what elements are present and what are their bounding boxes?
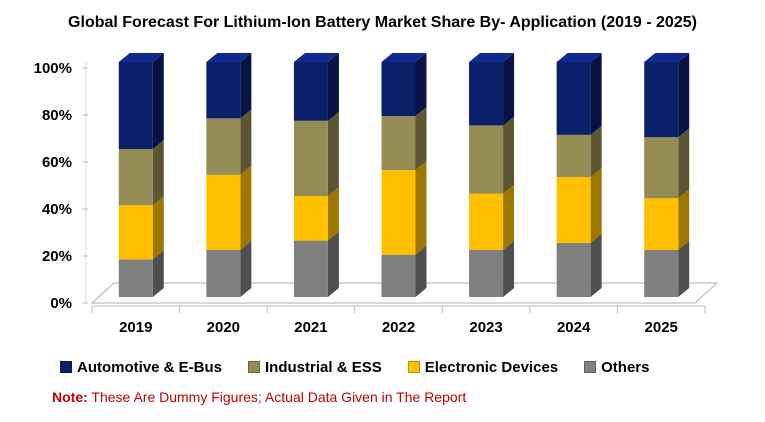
- legend-item: Industrial & ESS: [248, 359, 382, 376]
- bar-2024-others-side: [590, 233, 602, 297]
- bar-2023-industrial-ess: [469, 125, 504, 194]
- bar-2024-automotive-e-bus: [556, 62, 591, 135]
- bar-2025-others: [644, 250, 679, 297]
- bar-2023-automotive-e-bus: [469, 62, 504, 126]
- y-tick-label: 60%: [42, 154, 72, 171]
- bar-2025-others-side: [678, 241, 690, 297]
- bar-2025-automotive-e-bus: [644, 62, 679, 138]
- bar-2024-electronic-devices-side: [590, 168, 602, 243]
- x-tick-label: 2019: [119, 319, 152, 336]
- bar-2022-industrial-ess-side: [415, 107, 427, 171]
- bar-2022-industrial-ess: [381, 116, 416, 171]
- bar-2025-automotive-e-bus-side: [678, 53, 690, 138]
- bar-2024-electronic-devices: [556, 177, 591, 243]
- bar-2023-others-side: [503, 241, 515, 297]
- bar-2021-automotive-e-bus: [293, 62, 328, 121]
- bar-2019-electronic-devices: [118, 205, 153, 260]
- bar-2020-industrial-ess: [206, 118, 241, 175]
- bar-2025-industrial-ess: [644, 137, 679, 199]
- bar-2020-others: [206, 250, 241, 297]
- bar-2021-others: [293, 240, 328, 297]
- legend: Automotive & E-Bus Industrial & ESS Electr…: [60, 356, 675, 378]
- bar-2022-others-side: [415, 245, 427, 297]
- bar-2019-top: [118, 53, 164, 62]
- bar-2025-industrial-ess-side: [678, 128, 690, 199]
- bar-2024-top: [556, 53, 602, 62]
- legend-swatch: [60, 361, 72, 373]
- bar-2019-industrial-ess: [118, 148, 153, 206]
- note-text: These Are Dummy Figures; Actual Data Giv…: [91, 389, 467, 405]
- bar-2021-industrial-ess: [293, 120, 328, 196]
- bar-2021-others-side: [327, 231, 339, 297]
- bar-2023-top: [469, 53, 515, 62]
- x-tick-label: 2023: [469, 319, 502, 336]
- legend-item: Others: [584, 359, 649, 376]
- bar-2025-electronic-devices: [644, 198, 679, 250]
- legend-label: Others: [601, 358, 650, 376]
- legend-swatch: [584, 361, 597, 373]
- bar-2019-industrial-ess-side: [152, 139, 164, 206]
- bar-2020-top: [206, 53, 252, 62]
- bar-2019-electronic-devices-side: [152, 196, 164, 260]
- x-tick-label: 2025: [645, 319, 678, 336]
- y-tick-label: 0%: [50, 295, 72, 312]
- x-tick-label: 2020: [207, 319, 240, 336]
- bar-2024-others: [556, 242, 591, 297]
- bar-2021-top: [293, 53, 339, 62]
- bar-2020-automotive-e-bus-side: [240, 53, 252, 119]
- bar-2020-electronic-devices-side: [240, 165, 252, 250]
- bar-2022-others: [381, 254, 416, 297]
- bar-2025-electronic-devices-side: [678, 189, 690, 250]
- bar-2019-automotive-e-bus-side: [152, 53, 164, 149]
- bar-2023-electronic-devices: [469, 193, 504, 250]
- y-tick-label: 80%: [42, 107, 72, 124]
- bar-2022-automotive-e-bus: [381, 62, 416, 117]
- bar-2021-electronic-devices: [293, 195, 328, 241]
- x-tick-label: 2021: [294, 319, 327, 336]
- note: Note: These Are Dummy Figures; Actual Da…: [52, 389, 466, 405]
- bar-2022-automotive-e-bus-side: [415, 53, 427, 117]
- bar-2023-industrial-ess-side: [503, 116, 515, 194]
- bar-2023-automotive-e-bus-side: [503, 53, 515, 126]
- bar-2019-others-side: [152, 250, 164, 297]
- bar-2022-electronic-devices: [381, 170, 416, 255]
- legend-label: Automotive & E-Bus: [77, 358, 223, 376]
- bar-2025-top: [644, 53, 690, 62]
- bar-2020-industrial-ess-side: [240, 109, 252, 175]
- chart-plot: 0% 20% 40% 60% 80% 100% 2019 2020 2021 2022 2023 20…: [34, 53, 719, 336]
- bar-2021-industrial-ess-side: [327, 111, 339, 196]
- bar-2024-industrial-ess: [556, 134, 591, 178]
- legend-label: Electronic Devices: [424, 358, 559, 376]
- note-label: Note:: [52, 389, 88, 405]
- legend-item: Automotive & E-Bus: [60, 359, 222, 376]
- y-tick-label: 20%: [42, 248, 72, 265]
- legend-item: Electronic Devices: [407, 358, 559, 376]
- bar-2024-automotive-e-bus-side: [590, 53, 602, 135]
- x-tick-label: 2024: [557, 319, 591, 336]
- legend-swatch: [248, 361, 261, 373]
- bar-2020-others-side: [240, 241, 252, 297]
- y-tick-label: 100%: [34, 60, 72, 77]
- bar-2020-automotive-e-bus: [206, 62, 241, 119]
- legend-label: Industrial & ESS: [265, 358, 382, 376]
- bar-2022-top: [381, 53, 427, 62]
- bar-2023-electronic-devices-side: [503, 184, 515, 250]
- bar-2021-automotive-e-bus-side: [327, 53, 339, 121]
- bar-2024-industrial-ess-side: [590, 125, 602, 178]
- bar-2020-electronic-devices: [206, 174, 241, 250]
- bar-2023-others: [469, 250, 504, 297]
- chart-title: Global Forecast For Lithium-Ion Battery …: [68, 14, 697, 31]
- x-tick-label: 2022: [382, 319, 415, 336]
- legend-swatch: [407, 361, 420, 373]
- bar-2019-others: [118, 259, 153, 297]
- bar-2019-automotive-e-bus: [118, 62, 153, 149]
- y-tick-label: 40%: [42, 201, 72, 218]
- bar-2022-electronic-devices-side: [415, 161, 427, 255]
- bar-2021-electronic-devices-side: [327, 186, 339, 241]
